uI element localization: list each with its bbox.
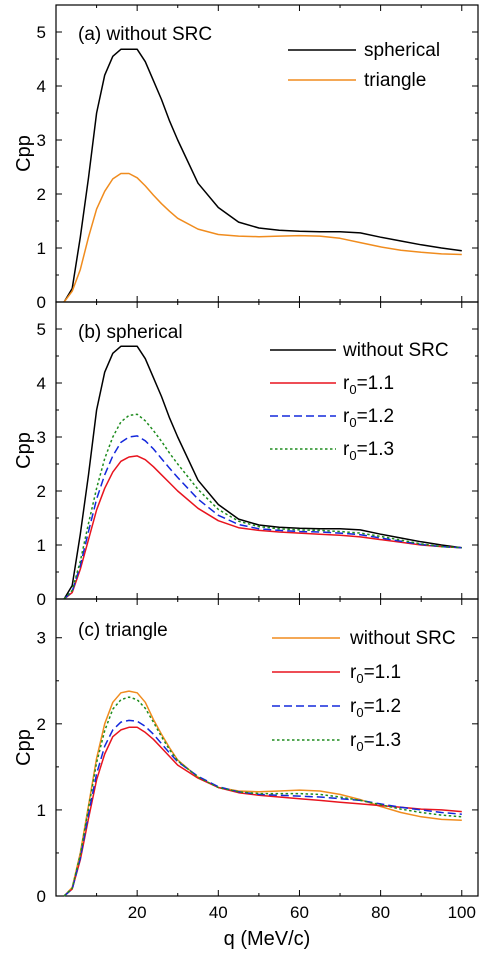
x-tick-label: 80 bbox=[371, 903, 390, 922]
series-line-1 bbox=[63, 455, 462, 600]
legend-label-3: r0=1.3 bbox=[350, 730, 401, 754]
x-tick-label: 20 bbox=[128, 903, 147, 922]
panel-b: 0 1 2 3 4 5 Cpp (b) spherical without SRC r0=1.1 r… bbox=[13, 301, 479, 609]
y-tick-label: 3 bbox=[37, 629, 46, 648]
y-tick-label: 1 bbox=[37, 536, 46, 555]
legend-label-1: r0=1.1 bbox=[343, 373, 394, 397]
series-line-1 bbox=[63, 172, 462, 303]
y-tick-label: 1 bbox=[37, 239, 46, 258]
y-tick-label: 2 bbox=[37, 715, 46, 734]
y-tick-label: 1 bbox=[37, 801, 46, 820]
y-tick-label: 3 bbox=[37, 131, 46, 150]
series-line-3 bbox=[63, 413, 462, 600]
panel-a: 0 1 2 3 4 5 Cpp (a) without SRC spherical triangl… bbox=[13, 4, 479, 312]
series-line-1 bbox=[63, 726, 462, 897]
x-tick-label: 100 bbox=[448, 903, 476, 922]
plot-frame bbox=[55, 598, 479, 897]
y-tick-label: 2 bbox=[37, 482, 46, 501]
y-tick-label: 0 bbox=[37, 887, 46, 906]
y-tick-label: 0 bbox=[37, 590, 46, 609]
x-tick-label: 60 bbox=[290, 903, 309, 922]
y-tick-label: 3 bbox=[37, 428, 46, 447]
x-axis-title: q (MeV/c) bbox=[224, 928, 311, 950]
legend-label-0: without SRC bbox=[342, 340, 449, 361]
legend-label-1: r0=1.1 bbox=[350, 662, 401, 686]
legend-label-3: r0=1.3 bbox=[343, 439, 394, 463]
legend-label-0: without SRC bbox=[349, 628, 456, 649]
y-axis-title: Cpp bbox=[13, 729, 35, 766]
y-tick-label: 2 bbox=[37, 185, 46, 204]
panel-title: (b) spherical bbox=[78, 322, 183, 343]
series-line-0 bbox=[63, 345, 462, 600]
y-tick-label: 4 bbox=[37, 374, 46, 393]
y-tick-label: 4 bbox=[37, 77, 46, 96]
legend-label-2: r0=1.2 bbox=[350, 696, 401, 720]
y-axis-title: Cpp bbox=[13, 135, 35, 172]
series-line-2 bbox=[63, 435, 462, 600]
series-line-0 bbox=[63, 48, 462, 303]
y-tick-label: 0 bbox=[37, 293, 46, 312]
x-tick-label: 40 bbox=[209, 903, 228, 922]
y-axis-title: Cpp bbox=[13, 432, 35, 469]
legend-label-1: triangle bbox=[364, 70, 426, 91]
series-line-3 bbox=[63, 696, 462, 897]
panel-title: (a) without SRC bbox=[78, 24, 212, 45]
panel-title: (c) triangle bbox=[78, 620, 168, 641]
y-tick-label: 5 bbox=[37, 23, 46, 42]
panel-c: 0 1 2 3 20 40 60 80 100 q (MeV/c) Cpp (c) triangle w… bbox=[13, 598, 479, 950]
series-line-2 bbox=[63, 719, 462, 897]
legend-label-2: r0=1.2 bbox=[343, 406, 394, 430]
legend-label-0: spherical bbox=[364, 40, 440, 61]
y-tick-label: 5 bbox=[37, 320, 46, 339]
